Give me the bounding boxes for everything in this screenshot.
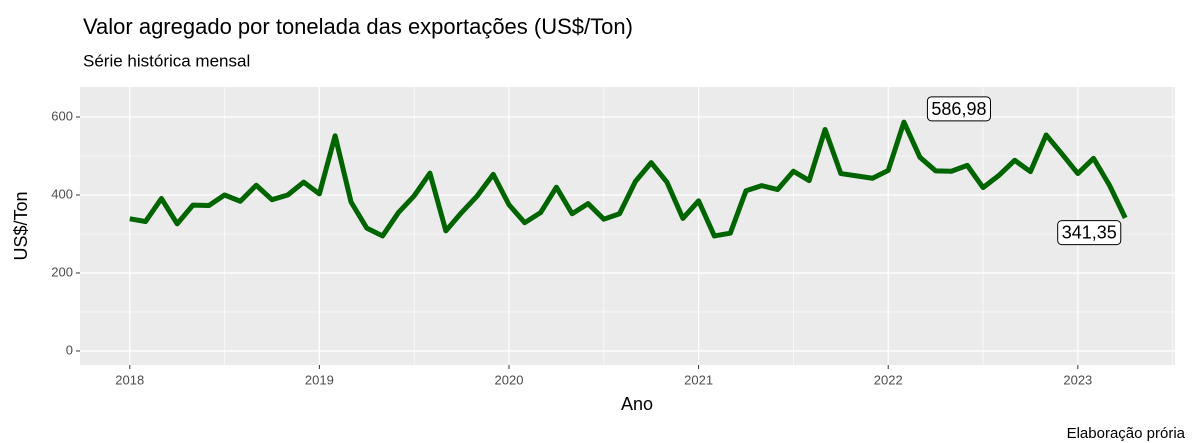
data-label: 341,35 (1062, 223, 1117, 243)
x-tick-label: 2022 (874, 372, 903, 387)
y-axis-label: US$/Ton (11, 191, 31, 260)
label-box (1057, 220, 1122, 246)
caption: Elaboração prória (1067, 425, 1186, 442)
x-axis-label: Ano (621, 394, 653, 414)
y-tick-label: 200 (51, 264, 73, 279)
x-tick-label: 2019 (305, 372, 334, 387)
chart-subtitle: Série histórica mensal (83, 51, 250, 70)
line (129, 119, 1128, 239)
y-tick-label: 0 (66, 342, 73, 357)
chart-title: Valor agregado por tonelada das exportaç… (83, 14, 633, 39)
label-box (926, 96, 991, 122)
x-tick-label: 2023 (1063, 372, 1092, 387)
x-tick-label: 2018 (115, 372, 144, 387)
x-tick-label: 2020 (495, 372, 524, 387)
data-label: 586,98 (931, 99, 986, 119)
panel (80, 87, 1175, 365)
y-tick-label: 600 (51, 108, 73, 123)
y-tick-label: 400 (51, 186, 73, 201)
x-tick-label: 2021 (684, 372, 713, 387)
